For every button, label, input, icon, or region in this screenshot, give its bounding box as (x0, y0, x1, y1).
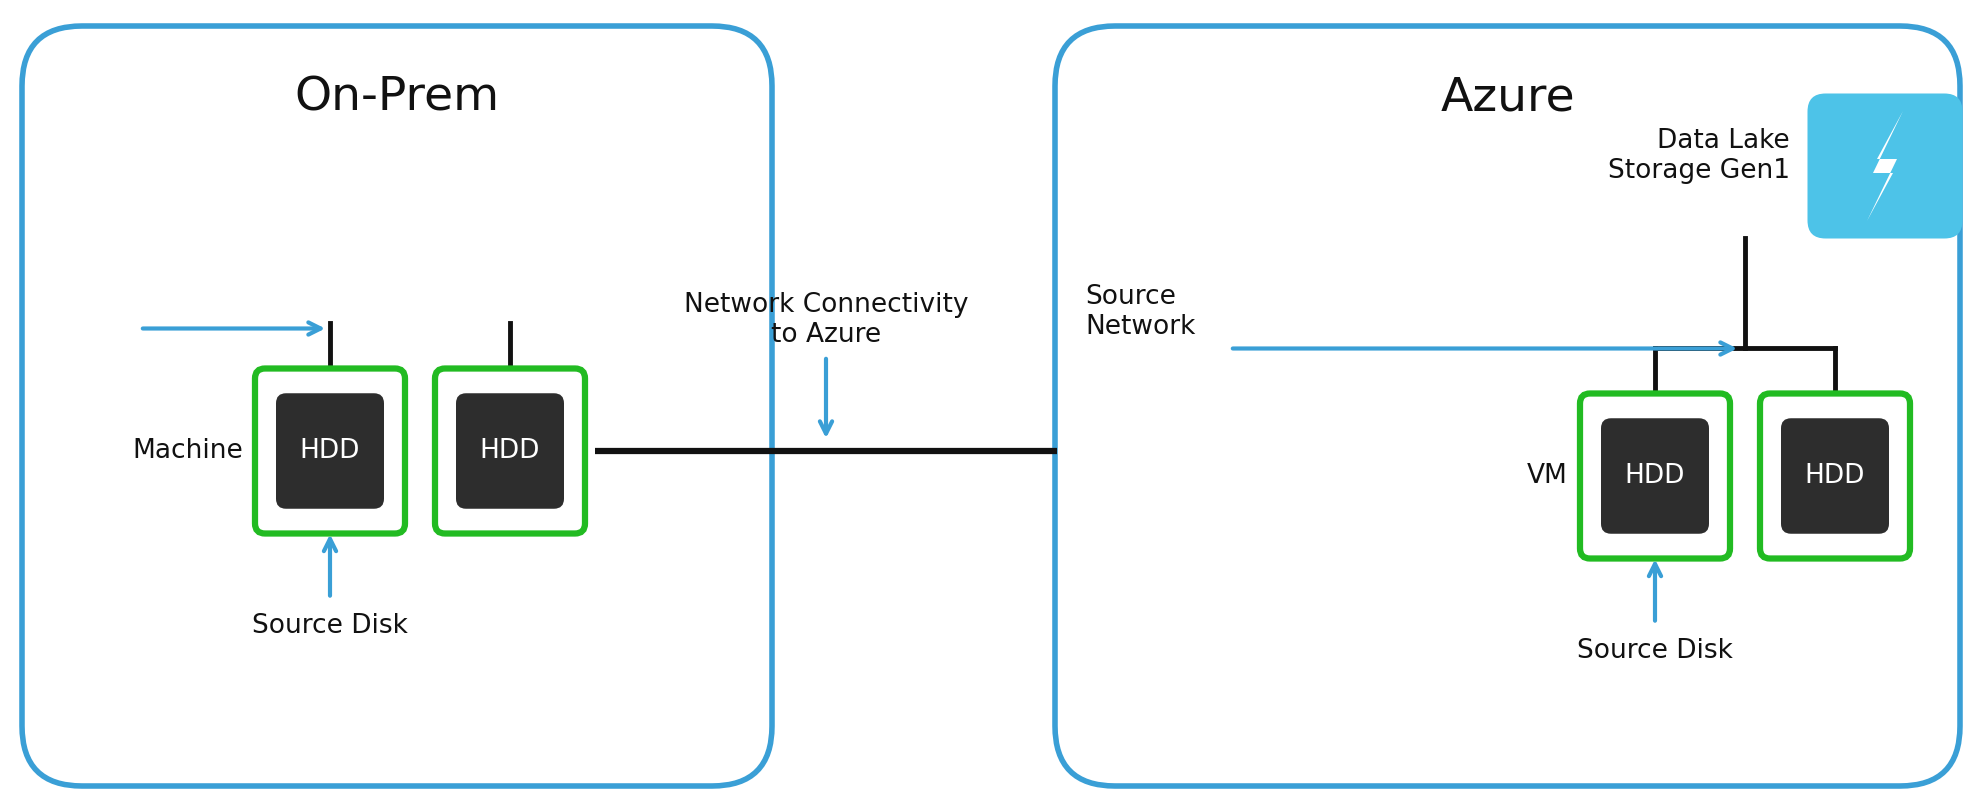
Text: Source Disk: Source Disk (1576, 638, 1733, 664)
Text: VM: VM (1526, 463, 1568, 489)
FancyBboxPatch shape (254, 368, 405, 534)
FancyBboxPatch shape (1580, 393, 1731, 559)
FancyBboxPatch shape (276, 393, 383, 508)
Text: HDD: HDD (1804, 463, 1866, 489)
Text: Data Lake
Storage Gen1: Data Lake Storage Gen1 (1608, 128, 1790, 184)
FancyBboxPatch shape (1781, 418, 1890, 534)
Text: Azure: Azure (1441, 76, 1574, 121)
FancyBboxPatch shape (435, 368, 586, 534)
Text: Network Connectivity
to Azure: Network Connectivity to Azure (683, 292, 969, 348)
Text: On-Prem: On-Prem (294, 76, 500, 121)
Text: HDD: HDD (480, 438, 540, 464)
Text: HDD: HDD (1626, 463, 1685, 489)
FancyBboxPatch shape (22, 26, 772, 786)
Text: Source
Network: Source Network (1086, 285, 1195, 341)
FancyBboxPatch shape (1808, 93, 1963, 238)
FancyBboxPatch shape (457, 393, 564, 508)
Text: Machine: Machine (133, 438, 242, 464)
Text: Source Disk: Source Disk (252, 613, 409, 640)
FancyBboxPatch shape (1602, 418, 1709, 534)
FancyBboxPatch shape (1761, 393, 1910, 559)
Text: HDD: HDD (300, 438, 359, 464)
FancyBboxPatch shape (1054, 26, 1959, 786)
Polygon shape (1868, 111, 1904, 221)
